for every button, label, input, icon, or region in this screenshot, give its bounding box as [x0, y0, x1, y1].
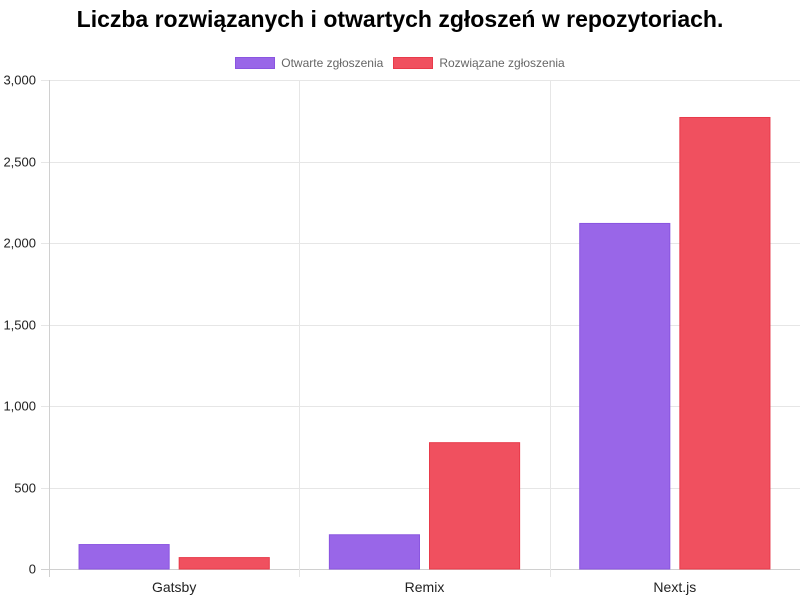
legend: Otwarte zgłoszenia Rozwiązane zgłoszenia: [0, 56, 800, 70]
bar-resolved-remix[interactable]: [429, 442, 521, 570]
y-tick-label: 3,000: [3, 73, 36, 88]
bar-open-gatsby[interactable]: [78, 544, 170, 570]
legend-label-resolved: Rozwiązane zgłoszenia: [439, 56, 565, 70]
x-tick-label: Gatsby: [152, 579, 196, 595]
y-tick-label: 1,500: [3, 318, 36, 333]
y-tick-label: 0: [29, 562, 36, 577]
legend-item-resolved[interactable]: Rozwiązane zgłoszenia: [393, 56, 565, 70]
y-tick-label: 2,500: [3, 155, 36, 170]
y-tick-label: 2,000: [3, 236, 36, 251]
legend-label-open: Otwarte zgłoszenia: [281, 56, 384, 70]
bar-resolved-gatsby[interactable]: [178, 557, 270, 570]
bar-open-nextjs[interactable]: [579, 222, 671, 570]
legend-swatch-open: [235, 57, 276, 69]
bar-open-remix[interactable]: [328, 534, 420, 570]
legend-swatch-resolved: [393, 57, 434, 69]
y-tick-label: 500: [14, 481, 36, 496]
chart-title: Liczba rozwiązanych i otwartych zgłoszeń…: [76, 6, 724, 32]
y-tick-label: 1,000: [3, 399, 36, 414]
bar-resolved-nextjs[interactable]: [679, 116, 771, 570]
legend-item-open[interactable]: Otwarte zgłoszenia: [235, 56, 383, 70]
x-tick-label: Next.js: [653, 579, 696, 595]
x-tick-label: Remix: [405, 579, 445, 595]
